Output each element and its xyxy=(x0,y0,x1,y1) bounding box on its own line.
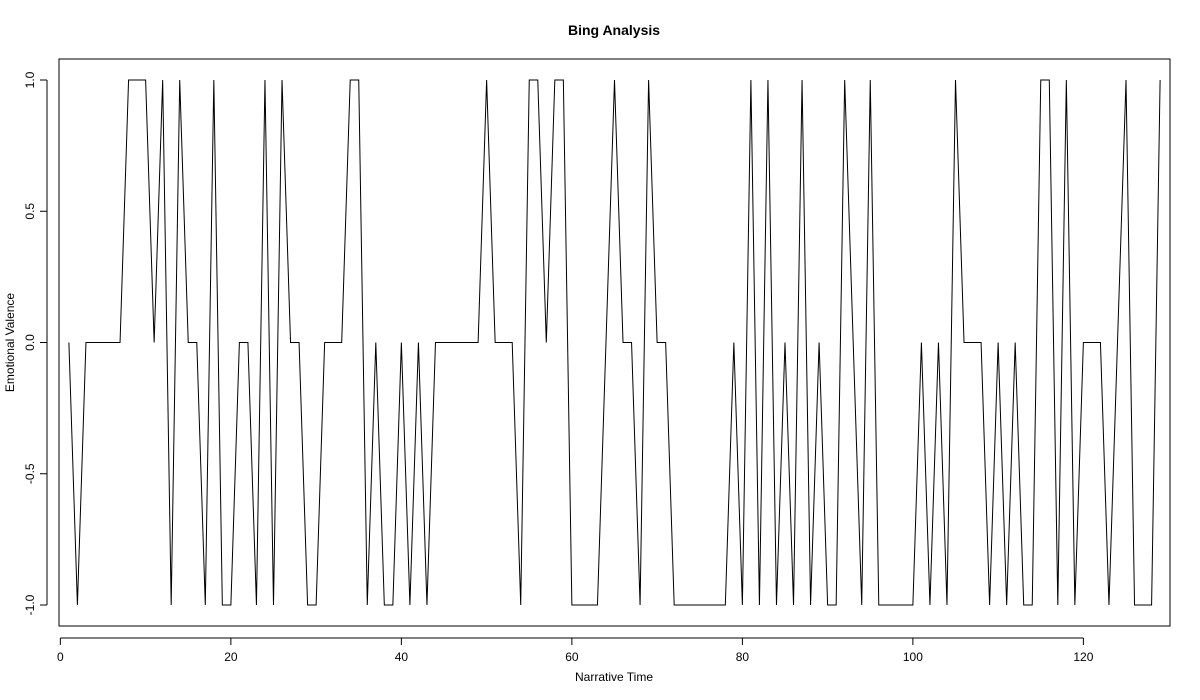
x-tick-label: 120 xyxy=(1073,650,1093,664)
series-line xyxy=(68,79,1161,606)
y-tick-label: 1.0 xyxy=(23,71,37,88)
y-axis-label: Emotional Valence xyxy=(3,293,17,392)
y-axis: -1.0 -0.5 0.0 0.5 1.0 xyxy=(23,71,48,615)
chart-title: Bing Analysis xyxy=(568,22,660,38)
x-tick-label: 40 xyxy=(395,650,409,664)
x-tick-label: 80 xyxy=(736,650,750,664)
y-tick-label: -1.0 xyxy=(23,594,37,615)
y-tick-label: 0.5 xyxy=(23,203,37,220)
x-axis-label: Narrative Time xyxy=(575,670,653,684)
x-tick-label: 100 xyxy=(903,650,923,664)
x-tick-label: 60 xyxy=(565,650,579,664)
x-tick-label: 0 xyxy=(57,650,64,664)
x-tick-label: 20 xyxy=(224,650,238,664)
plot-frame xyxy=(58,58,1171,627)
y-tick-label: 0.0 xyxy=(23,334,37,351)
x-axis: 0 20 40 60 80 100 120 xyxy=(57,637,1094,664)
y-tick-label: -0.5 xyxy=(23,463,37,484)
